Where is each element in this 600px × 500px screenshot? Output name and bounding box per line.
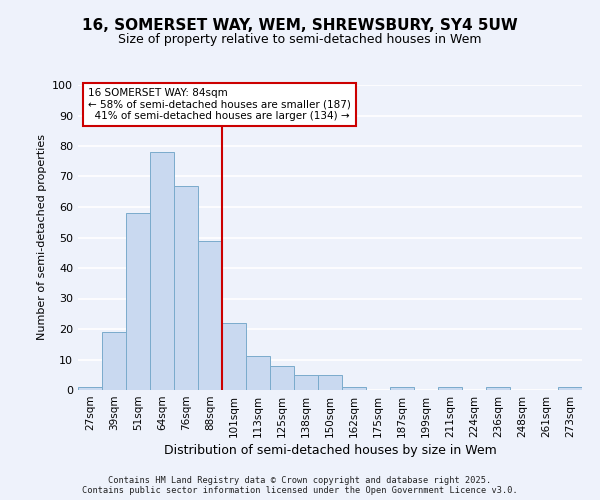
Text: 16 SOMERSET WAY: 84sqm
← 58% of semi-detached houses are smaller (187)
  41% of : 16 SOMERSET WAY: 84sqm ← 58% of semi-det… <box>88 88 351 121</box>
Bar <box>270 366 294 390</box>
Text: Size of property relative to semi-detached houses in Wem: Size of property relative to semi-detach… <box>118 32 482 46</box>
Y-axis label: Number of semi-detached properties: Number of semi-detached properties <box>37 134 47 340</box>
Bar <box>222 323 246 390</box>
Bar <box>102 332 126 390</box>
Bar <box>294 375 318 390</box>
Bar <box>342 387 366 390</box>
Bar <box>486 387 510 390</box>
Bar <box>174 186 198 390</box>
Bar <box>198 240 222 390</box>
Bar <box>318 375 342 390</box>
Bar <box>78 387 102 390</box>
Bar <box>246 356 270 390</box>
Bar <box>438 387 462 390</box>
Bar <box>126 213 150 390</box>
Bar <box>150 152 174 390</box>
Text: 16, SOMERSET WAY, WEM, SHREWSBURY, SY4 5UW: 16, SOMERSET WAY, WEM, SHREWSBURY, SY4 5… <box>82 18 518 32</box>
Text: Contains HM Land Registry data © Crown copyright and database right 2025.
Contai: Contains HM Land Registry data © Crown c… <box>82 476 518 495</box>
X-axis label: Distribution of semi-detached houses by size in Wem: Distribution of semi-detached houses by … <box>164 444 496 457</box>
Bar <box>558 387 582 390</box>
Bar <box>390 387 414 390</box>
